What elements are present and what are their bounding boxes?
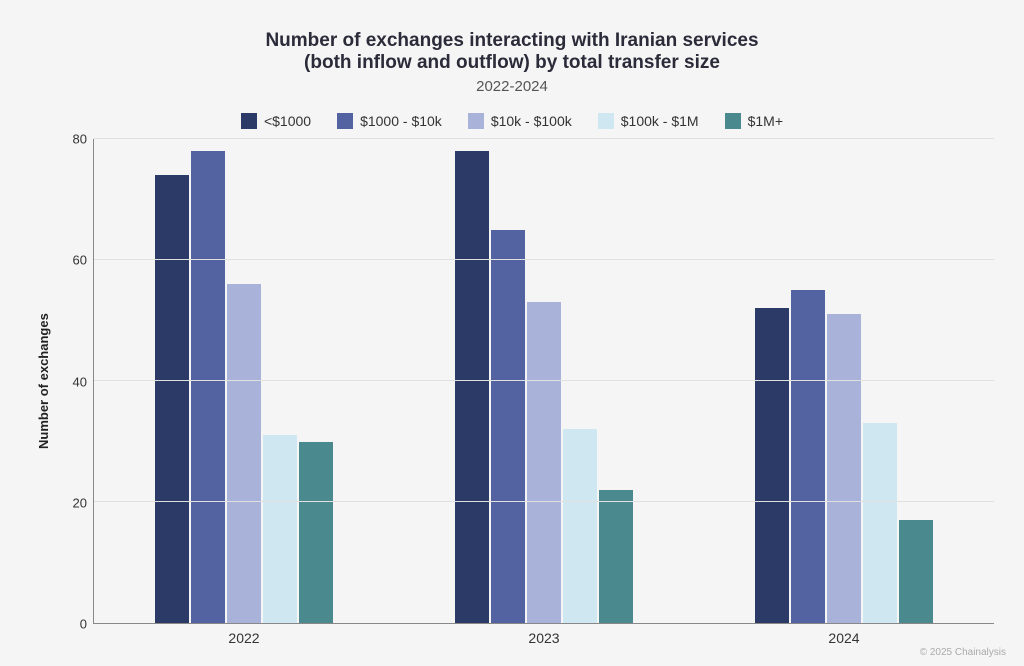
- bar: [863, 423, 897, 623]
- bar: [755, 308, 789, 623]
- gridline: [94, 138, 994, 139]
- bar: [527, 302, 561, 623]
- bar: [563, 429, 597, 623]
- legend-item: $100k - $1M: [598, 113, 699, 129]
- y-tick-label: 20: [73, 495, 87, 510]
- bar: [827, 314, 861, 623]
- legend-swatch: [598, 113, 614, 129]
- chart-legend: <$1000 $1000 - $10k $10k - $100k $100k - $1…: [30, 113, 994, 129]
- chart-title-line-1: Number of exchanges interacting with Ira…: [30, 30, 994, 52]
- x-axis: 2022 2023 2024: [30, 630, 994, 646]
- legend-label: $1000 - $10k: [360, 113, 442, 129]
- x-axis-labels: 2022 2023 2024: [94, 630, 994, 646]
- y-tick-label: 80: [73, 132, 87, 147]
- gridline: [94, 380, 994, 381]
- legend-item: $10k - $100k: [468, 113, 572, 129]
- y-axis-label: Number of exchanges: [30, 139, 57, 624]
- bar: [791, 290, 825, 623]
- bar: [455, 151, 489, 623]
- chart-title-block: Number of exchanges interacting with Ira…: [30, 30, 994, 95]
- y-tick-label: 0: [80, 617, 87, 632]
- gridline: [94, 259, 994, 260]
- legend-swatch: [725, 113, 741, 129]
- chart-subtitle: 2022-2024: [30, 78, 994, 95]
- gridline: [94, 501, 994, 502]
- bar: [263, 435, 297, 623]
- bar-group: [155, 139, 333, 623]
- y-axis: 020406080: [57, 139, 93, 624]
- legend-label: <$1000: [264, 113, 311, 129]
- legend-swatch: [337, 113, 353, 129]
- plot-area: Number of exchanges 020406080: [30, 139, 994, 624]
- legend-item: $1000 - $10k: [337, 113, 442, 129]
- x-tick-label: 2022: [228, 630, 259, 646]
- legend-label: $1M+: [748, 113, 783, 129]
- chart-title-line-2: (both inflow and outflow) by total trans…: [30, 52, 994, 74]
- legend-label: $10k - $100k: [491, 113, 572, 129]
- bar: [191, 151, 225, 623]
- copyright-text: © 2025 Chainalysis: [920, 647, 1006, 658]
- legend-item: <$1000: [241, 113, 311, 129]
- bar: [155, 175, 189, 623]
- bar: [491, 230, 525, 623]
- bar: [299, 442, 333, 624]
- bar-group: [755, 139, 933, 623]
- legend-label: $100k - $1M: [621, 113, 699, 129]
- x-tick-label: 2024: [828, 630, 859, 646]
- legend-swatch: [241, 113, 257, 129]
- y-tick-label: 40: [73, 374, 87, 389]
- bar-group: [455, 139, 633, 623]
- bar: [227, 284, 261, 623]
- y-tick-label: 60: [73, 253, 87, 268]
- plot: [93, 139, 994, 624]
- legend-swatch: [468, 113, 484, 129]
- bar: [899, 520, 933, 623]
- bar: [599, 490, 633, 623]
- bar-groups: [94, 139, 994, 623]
- chart-container: Number of exchanges interacting with Ira…: [30, 20, 994, 646]
- x-tick-label: 2023: [528, 630, 559, 646]
- legend-item: $1M+: [725, 113, 783, 129]
